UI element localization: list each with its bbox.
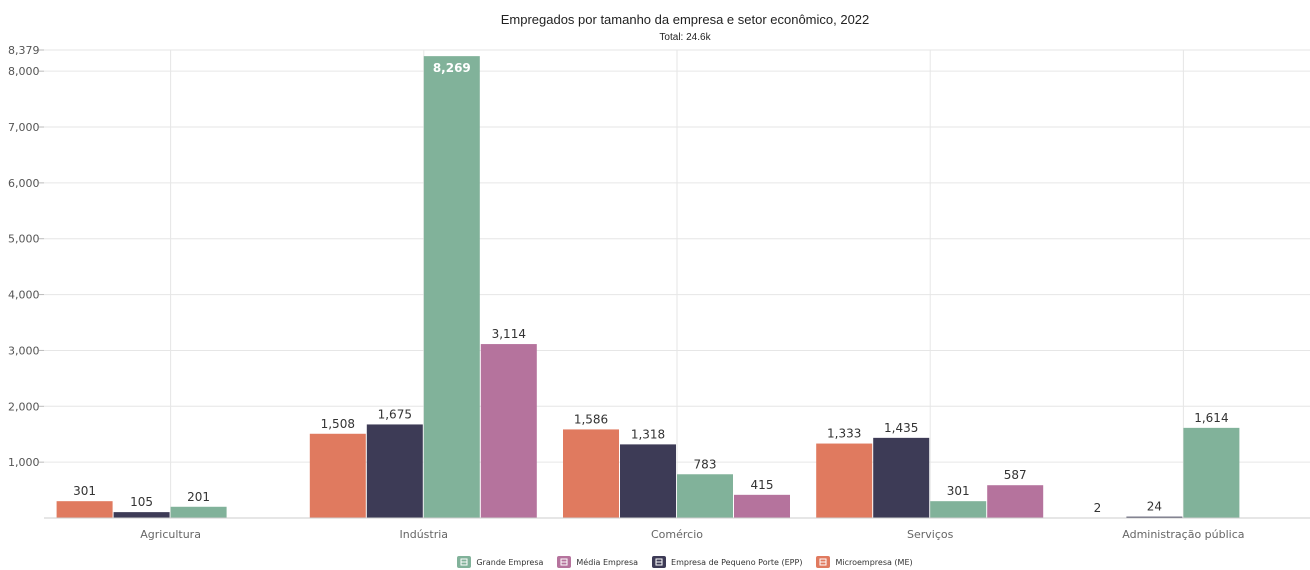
y-tick-label: 8,000 <box>8 65 40 78</box>
data-label: 2 <box>1094 501 1102 515</box>
data-label: 8,269 <box>433 61 471 75</box>
building-icon <box>457 556 472 568</box>
data-label: 1,614 <box>1194 411 1228 425</box>
y-tick-label: 5,000 <box>8 233 40 246</box>
data-label: 3,114 <box>492 327 526 341</box>
legend-item: Grande Empresa <box>457 556 543 568</box>
data-label: 1,333 <box>827 427 861 441</box>
bar <box>423 56 480 519</box>
y-tick-label: 2,000 <box>8 400 40 413</box>
legend-item: Empresa de Pequeno Porte (EPP) <box>652 556 802 568</box>
chart-subtitle: Total: 24.6k <box>659 32 711 43</box>
y-tick-label: 4,000 <box>8 289 40 302</box>
data-label: 587 <box>1004 468 1027 482</box>
data-label: 24 <box>1147 500 1162 514</box>
bar <box>816 443 873 518</box>
bar <box>563 429 619 518</box>
bar-chart: 1,000 2,000 3,000 4,000 5,000 6,000 7,000 8,000… <box>8 44 1310 541</box>
data-label: 201 <box>187 490 210 504</box>
y-tick-label: 1,000 <box>8 456 40 469</box>
y-tick-label: 7,000 <box>8 121 40 134</box>
shop-icon <box>816 556 831 568</box>
bar <box>113 512 170 518</box>
bar <box>930 501 987 518</box>
y-tick-label: 8,379 <box>8 44 40 57</box>
bar <box>620 444 676 518</box>
chart-legend: Grande Empresa Média Empresa Empresa de Pe… <box>0 556 1310 568</box>
legend-item: Microempresa (ME) <box>816 556 913 568</box>
data-label: 301 <box>73 484 96 498</box>
bar <box>677 474 733 518</box>
legend-item: Média Empresa <box>557 556 638 568</box>
bar <box>366 424 423 518</box>
chart-title: Empregados por tamanho da empresa e seto… <box>500 12 870 27</box>
bar <box>56 501 113 518</box>
x-tick-label: Administração pública <box>1122 528 1244 541</box>
data-label: 1,675 <box>378 407 412 421</box>
data-label: 1,586 <box>574 412 608 426</box>
bar <box>309 433 366 518</box>
bar <box>873 437 930 518</box>
bar <box>170 506 227 518</box>
data-label: 415 <box>751 478 774 492</box>
y-tick-label: 3,000 <box>8 344 40 357</box>
bar <box>734 494 790 518</box>
data-label: 783 <box>694 457 717 471</box>
legend-label: Média Empresa <box>576 557 639 567</box>
x-tick-label: Indústria <box>400 528 449 541</box>
y-tick-label: 6,000 <box>8 177 40 190</box>
x-tick-label: Agricultura <box>140 528 201 541</box>
data-label: 1,318 <box>631 427 665 441</box>
office-icon <box>557 556 572 568</box>
legend-label: Empresa de Pequeno Porte (EPP) <box>671 557 803 567</box>
store-icon <box>652 556 667 568</box>
data-label: 105 <box>130 495 153 509</box>
bar <box>480 344 537 518</box>
data-label: 1,508 <box>321 417 355 431</box>
bar <box>987 485 1044 518</box>
bar <box>1183 427 1240 518</box>
data-label: 1,435 <box>884 421 918 435</box>
data-label: 301 <box>947 484 970 498</box>
x-tick-label: Serviços <box>907 528 954 541</box>
x-tick-label: Comércio <box>651 528 703 541</box>
legend-label: Microempresa (ME) <box>835 557 913 567</box>
bar <box>1126 516 1183 518</box>
legend-label: Grande Empresa <box>476 557 544 567</box>
